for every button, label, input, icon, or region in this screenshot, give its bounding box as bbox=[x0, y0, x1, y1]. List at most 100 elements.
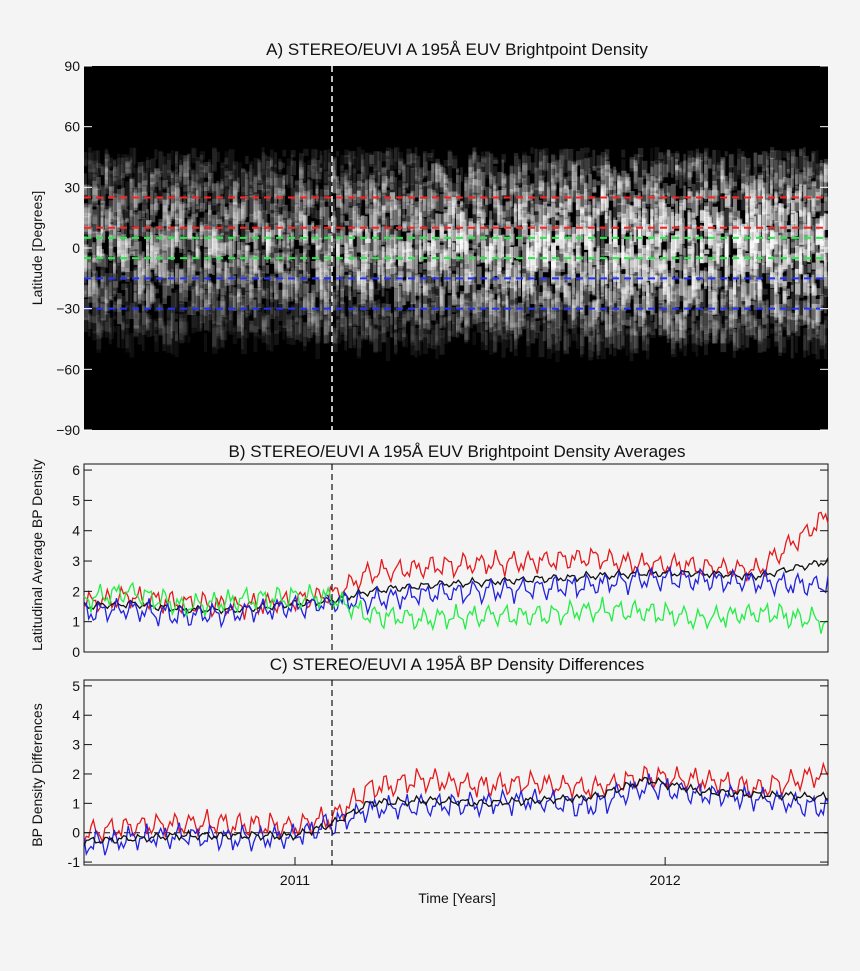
density-streak bbox=[447, 178, 453, 203]
density-streak bbox=[137, 241, 142, 267]
density-streak bbox=[666, 149, 670, 157]
density-streak bbox=[522, 202, 527, 226]
density-streak bbox=[257, 211, 262, 235]
density-streak bbox=[447, 270, 453, 290]
density-streak bbox=[216, 254, 222, 274]
density-streak bbox=[555, 327, 561, 351]
density-streak bbox=[327, 309, 331, 333]
density-streak bbox=[794, 168, 800, 184]
density-streak bbox=[373, 239, 378, 263]
density-streak bbox=[385, 317, 389, 327]
density-streak bbox=[584, 261, 588, 266]
density-streak bbox=[737, 159, 741, 175]
density-streak bbox=[546, 212, 550, 226]
density-streak bbox=[162, 199, 168, 226]
density-streak bbox=[472, 148, 476, 165]
density-streak bbox=[580, 323, 585, 346]
density-streak bbox=[625, 292, 631, 309]
density-streak bbox=[414, 201, 421, 217]
density-streak bbox=[757, 175, 764, 187]
density-streak bbox=[666, 153, 673, 161]
density-streak bbox=[286, 211, 292, 235]
density-streak bbox=[298, 210, 304, 235]
density-streak bbox=[410, 191, 416, 207]
density-streak bbox=[294, 191, 299, 213]
density-streak bbox=[146, 242, 149, 256]
density-streak bbox=[786, 169, 790, 174]
density-streak bbox=[303, 193, 307, 214]
density-streak bbox=[625, 204, 630, 222]
density-streak bbox=[732, 309, 737, 328]
density-streak bbox=[249, 292, 254, 309]
density-streak bbox=[691, 212, 696, 220]
density-streak bbox=[646, 173, 650, 190]
density-streak bbox=[348, 161, 352, 179]
density-streak bbox=[584, 216, 589, 227]
density-streak bbox=[637, 216, 643, 222]
density-streak bbox=[187, 154, 191, 170]
density-streak bbox=[592, 208, 597, 219]
density-streak bbox=[121, 234, 126, 259]
density-streak bbox=[600, 185, 606, 204]
density-streak bbox=[381, 205, 387, 211]
density-streak bbox=[666, 150, 671, 173]
density-streak bbox=[121, 241, 127, 251]
density-streak bbox=[274, 278, 279, 300]
density-streak bbox=[108, 327, 112, 345]
density-streak bbox=[303, 241, 309, 262]
density-streak bbox=[427, 293, 431, 309]
density-streak bbox=[782, 323, 788, 331]
density-streak bbox=[137, 325, 143, 345]
density-streak bbox=[344, 316, 348, 330]
density-streak bbox=[774, 293, 779, 318]
density-streak bbox=[774, 283, 777, 294]
density-streak bbox=[625, 313, 632, 326]
density-streak bbox=[646, 267, 651, 282]
density-streak bbox=[270, 307, 276, 319]
density-streak bbox=[687, 286, 693, 308]
density-streak bbox=[782, 249, 788, 270]
density-streak bbox=[518, 204, 521, 226]
density-streak bbox=[311, 316, 317, 335]
density-streak bbox=[245, 245, 248, 260]
density-streak bbox=[518, 308, 521, 329]
density-streak bbox=[782, 293, 789, 298]
density-streak bbox=[484, 325, 488, 346]
density-streak bbox=[460, 311, 463, 323]
density-streak bbox=[394, 248, 399, 260]
density-streak bbox=[633, 160, 638, 183]
density-streak bbox=[513, 175, 519, 197]
density-streak bbox=[373, 214, 377, 237]
density-streak bbox=[228, 295, 235, 311]
density-streak bbox=[633, 256, 637, 273]
density-streak bbox=[666, 276, 673, 301]
density-streak bbox=[100, 277, 104, 289]
density-streak bbox=[154, 235, 158, 250]
density-streak bbox=[464, 320, 469, 343]
density-streak bbox=[497, 307, 502, 318]
density-streak bbox=[356, 311, 362, 333]
density-streak bbox=[369, 175, 375, 187]
density-streak bbox=[617, 180, 622, 188]
density-streak bbox=[187, 170, 193, 197]
density-streak bbox=[265, 240, 271, 256]
density-streak bbox=[794, 300, 799, 321]
density-streak bbox=[823, 164, 828, 189]
density-streak bbox=[348, 207, 354, 220]
density-streak bbox=[724, 286, 728, 303]
density-streak bbox=[117, 194, 122, 212]
density-streak bbox=[199, 267, 203, 275]
density-streak bbox=[422, 218, 428, 240]
density-streak bbox=[174, 200, 180, 220]
density-streak bbox=[365, 238, 371, 243]
density-streak bbox=[236, 300, 241, 326]
density-streak bbox=[427, 156, 433, 161]
density-streak bbox=[422, 283, 428, 296]
density-streak bbox=[224, 283, 227, 291]
density-streak bbox=[633, 227, 637, 242]
density-streak bbox=[489, 323, 495, 341]
density-streak bbox=[658, 271, 662, 285]
density-streak bbox=[774, 150, 779, 160]
density-streak bbox=[166, 308, 171, 318]
density-streak bbox=[642, 309, 646, 325]
